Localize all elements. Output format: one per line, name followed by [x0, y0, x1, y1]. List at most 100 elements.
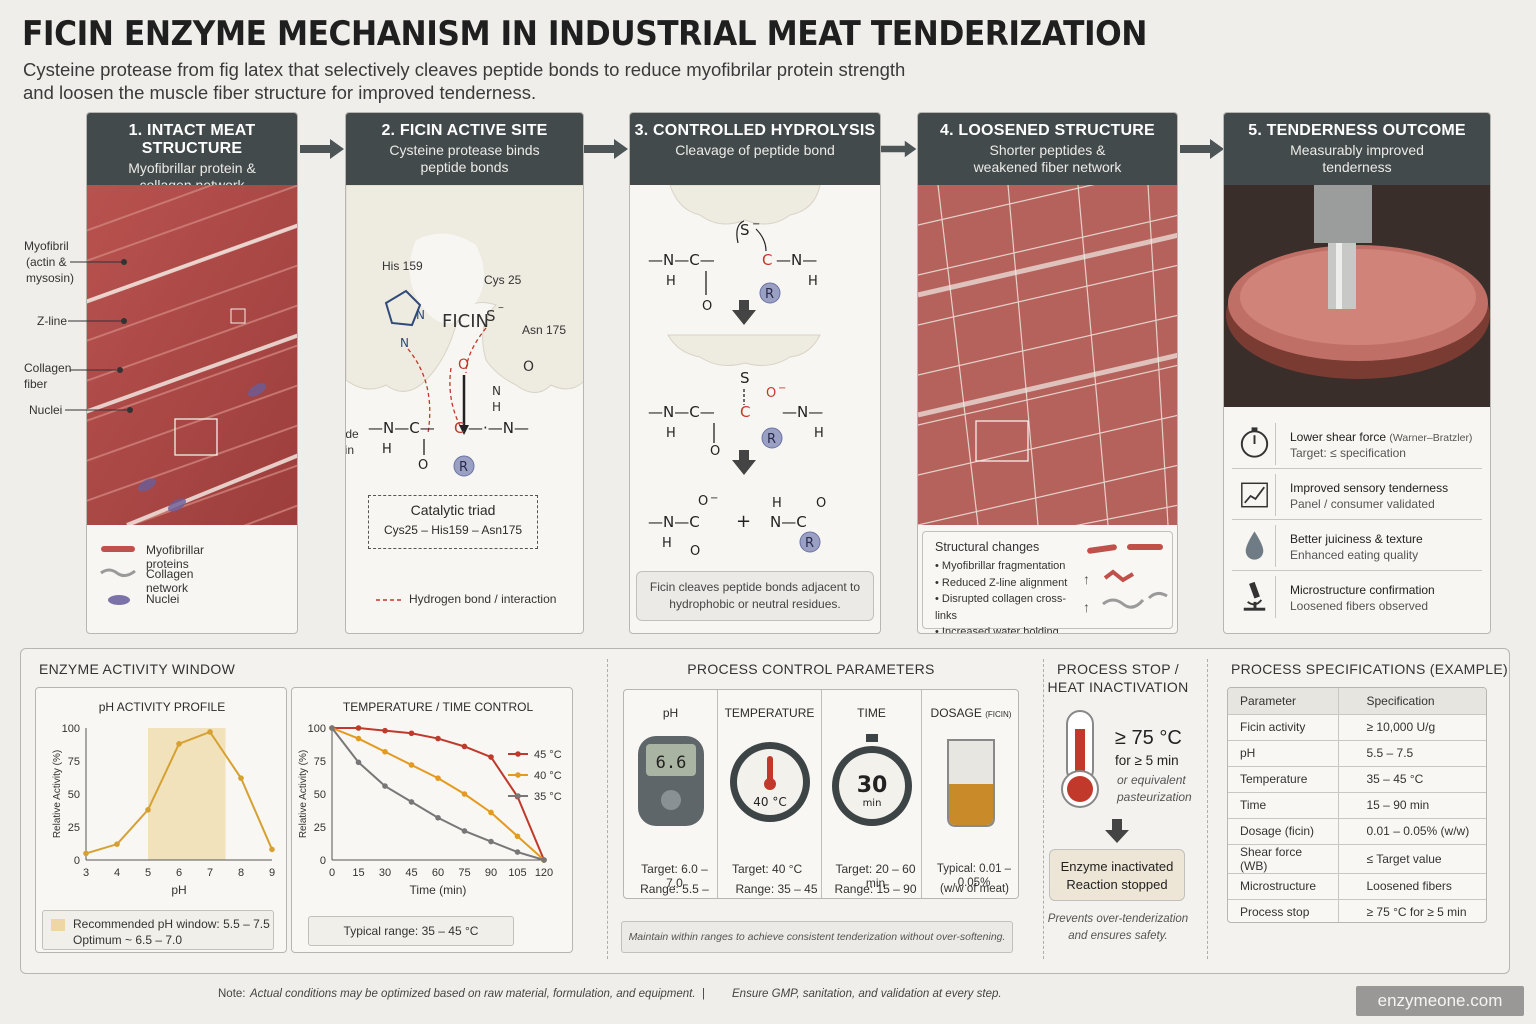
- list-item: • Disrupted collagen cross-links: [935, 593, 1067, 622]
- outcome-row: Lower shear force (Warner–Bratzler) Targ…: [1232, 419, 1482, 469]
- list-item: • Reduced Z-line alignment: [935, 576, 1068, 589]
- y-tick-label: 50: [314, 789, 326, 801]
- flow-arrow-icon: [300, 139, 344, 159]
- svg-text:—N—: —N—: [782, 403, 823, 421]
- spec-value-cell: ≤ Target value: [1338, 844, 1486, 874]
- stopwatch-icon: 30 min: [832, 734, 912, 826]
- x-tick-label: 45: [405, 867, 417, 879]
- table-row: Time 15 – 90 min: [1228, 792, 1486, 819]
- data-point: [382, 727, 388, 734]
- label-collagen: Collagen: [24, 361, 72, 375]
- label-myofibril-3: mysosin): [26, 271, 75, 285]
- chart-icon: [1241, 474, 1276, 516]
- table-row: Microstructure Loosened fibers: [1228, 873, 1486, 900]
- legend-marker: [515, 772, 521, 778]
- stop-result-1: Enzyme inactivated: [1060, 859, 1174, 874]
- triad-title: Catalytic triad: [410, 502, 496, 518]
- outcome-sub: Loosened fibers observed: [1290, 599, 1429, 613]
- thermometer-dial-icon: 40 °C: [730, 742, 810, 822]
- svg-text:S: S: [486, 307, 496, 325]
- spec-parameter-cell: Process stop: [1228, 899, 1339, 922]
- peptide-chain: —N—C— C —·—N— H O R: [368, 419, 529, 477]
- x-tick-label: 105: [508, 867, 526, 879]
- data-point: [541, 857, 547, 863]
- data-point: [461, 791, 468, 797]
- cys-label: Cys 25: [484, 273, 522, 287]
- watermark: enzymeone.com: [1356, 986, 1524, 1016]
- stop-time: for ≥ 5 min: [1115, 753, 1179, 768]
- y-axis-label: Relative Activity (%): [52, 750, 63, 838]
- stop-note-1: Prevents over-tenderization: [1047, 913, 1189, 925]
- spec-value-cell: Loosened fibers: [1338, 873, 1486, 900]
- spec-table-box: Parameter Specification Ficin activity ≥ …: [1227, 687, 1487, 923]
- data-point: [488, 754, 494, 760]
- x-tick-label: 15: [352, 867, 364, 879]
- svg-text:O: O: [698, 494, 708, 509]
- nuclei-legend-swatch: [108, 595, 130, 605]
- process-footer: Maintain within ranges to achieve consis…: [621, 921, 1013, 953]
- hydrolysis-diagram: S − —N—C— C —N— HOH S —N—C— CO −—N— HOH —N—CO…: [648, 185, 826, 559]
- list-item: • Increased water holding: [935, 626, 1059, 634]
- spec-parameter-cell: Time: [1228, 792, 1339, 819]
- y-tick-label: 0: [320, 855, 326, 867]
- flow-arrow-icon: [1180, 139, 1224, 159]
- svg-text:O: O: [690, 544, 700, 559]
- spec-value-cell: 5.5 – 7.5: [1338, 740, 1486, 767]
- spec-table: Parameter Specification Ficin activity ≥ …: [1228, 688, 1486, 922]
- data-point: [269, 846, 275, 853]
- data-point: [435, 775, 441, 781]
- param-target: Target: 40 °C: [732, 862, 803, 876]
- x-axis-label: pH: [171, 883, 186, 897]
- stop-result-2: Reaction stopped: [1066, 877, 1168, 892]
- panel-title: 5. TENDERNESS OUTCOME: [1248, 122, 1466, 139]
- y-tick-label: 50: [68, 789, 80, 801]
- svg-text:6.6: 6.6: [656, 753, 687, 773]
- spec-parameter-cell: Temperature: [1228, 766, 1339, 793]
- svg-text:−: −: [752, 219, 760, 230]
- table-header: Parameter: [1228, 688, 1339, 715]
- temp-chart-panel: TEMPERATURE / TIME CONTROL 0 15 30 45 60 75 90…: [291, 687, 573, 953]
- svg-text:C: C: [762, 251, 772, 269]
- panel-header: 1. INTACT MEAT STRUCTURE Myofibrillar pr…: [87, 113, 297, 193]
- stop-note-2: and ensures safety.: [1068, 930, 1168, 942]
- param-range: Range: 35 – 45 °C: [735, 882, 818, 898]
- y-tick-label: 25: [68, 822, 80, 834]
- fragment-icon: ↑↑: [1083, 544, 1168, 615]
- param-col-ph: pH 6.6 Target: 6.0 – 7.0 Range: 5.5 – 7.…: [624, 690, 718, 898]
- outcome-title: Microstructure confirmation: [1290, 583, 1435, 597]
- data-point: [408, 762, 415, 768]
- hbond-label: Hydrogen bond / interaction: [409, 592, 557, 606]
- thermometer-icon: [1061, 710, 1099, 808]
- svg-text:O: O: [766, 386, 776, 401]
- data-point: [461, 828, 468, 834]
- chain-label-2: chain: [345, 443, 354, 457]
- svg-text:—N—C—: —N—C—: [648, 251, 715, 269]
- svg-text:O: O: [710, 444, 720, 459]
- x-tick-label: 9: [269, 867, 275, 879]
- data-point: [355, 759, 362, 766]
- ph-chart-title: pH ACTIVITY PROFILE: [98, 700, 226, 714]
- legend-marker: [515, 793, 521, 799]
- spec-parameter-cell: Dosage (ficin): [1228, 818, 1339, 845]
- triad-value: Cys25 – His159 – Asn175: [383, 523, 523, 537]
- outcome-title: Better juiciness & texture: [1290, 532, 1423, 546]
- svg-text:S: S: [740, 369, 750, 387]
- ficin-enzyme-shape: [346, 185, 583, 393]
- myofibril-legend-swatch: [101, 546, 135, 552]
- stop-alt-2: pasteurization: [1117, 790, 1192, 804]
- data-point: [238, 775, 244, 781]
- spec-value-cell: ≥ 75 °C for ≥ 5 min: [1338, 899, 1486, 922]
- param-col-dosage: DOSAGE (FICIN) Typical: 0.01 – 0.05% (w/…: [922, 690, 1018, 898]
- svg-text:H: H: [492, 400, 501, 414]
- svg-text:—N—C: —N—C: [648, 513, 700, 531]
- collagen-legend-swatch: [100, 568, 136, 578]
- label-myofibril: Myofibril: [24, 239, 69, 253]
- gauge-icon: [1240, 423, 1276, 465]
- data-point: [382, 748, 388, 755]
- svg-text:—N—C—: —N—C—: [368, 419, 435, 437]
- ph-window-swatch: [51, 919, 65, 931]
- param-target: Target: 6.0 – 7.0: [641, 862, 708, 890]
- leader-lines: [65, 259, 133, 413]
- data-point: [514, 849, 521, 855]
- structural-changes-title: Structural changes: [935, 540, 1040, 554]
